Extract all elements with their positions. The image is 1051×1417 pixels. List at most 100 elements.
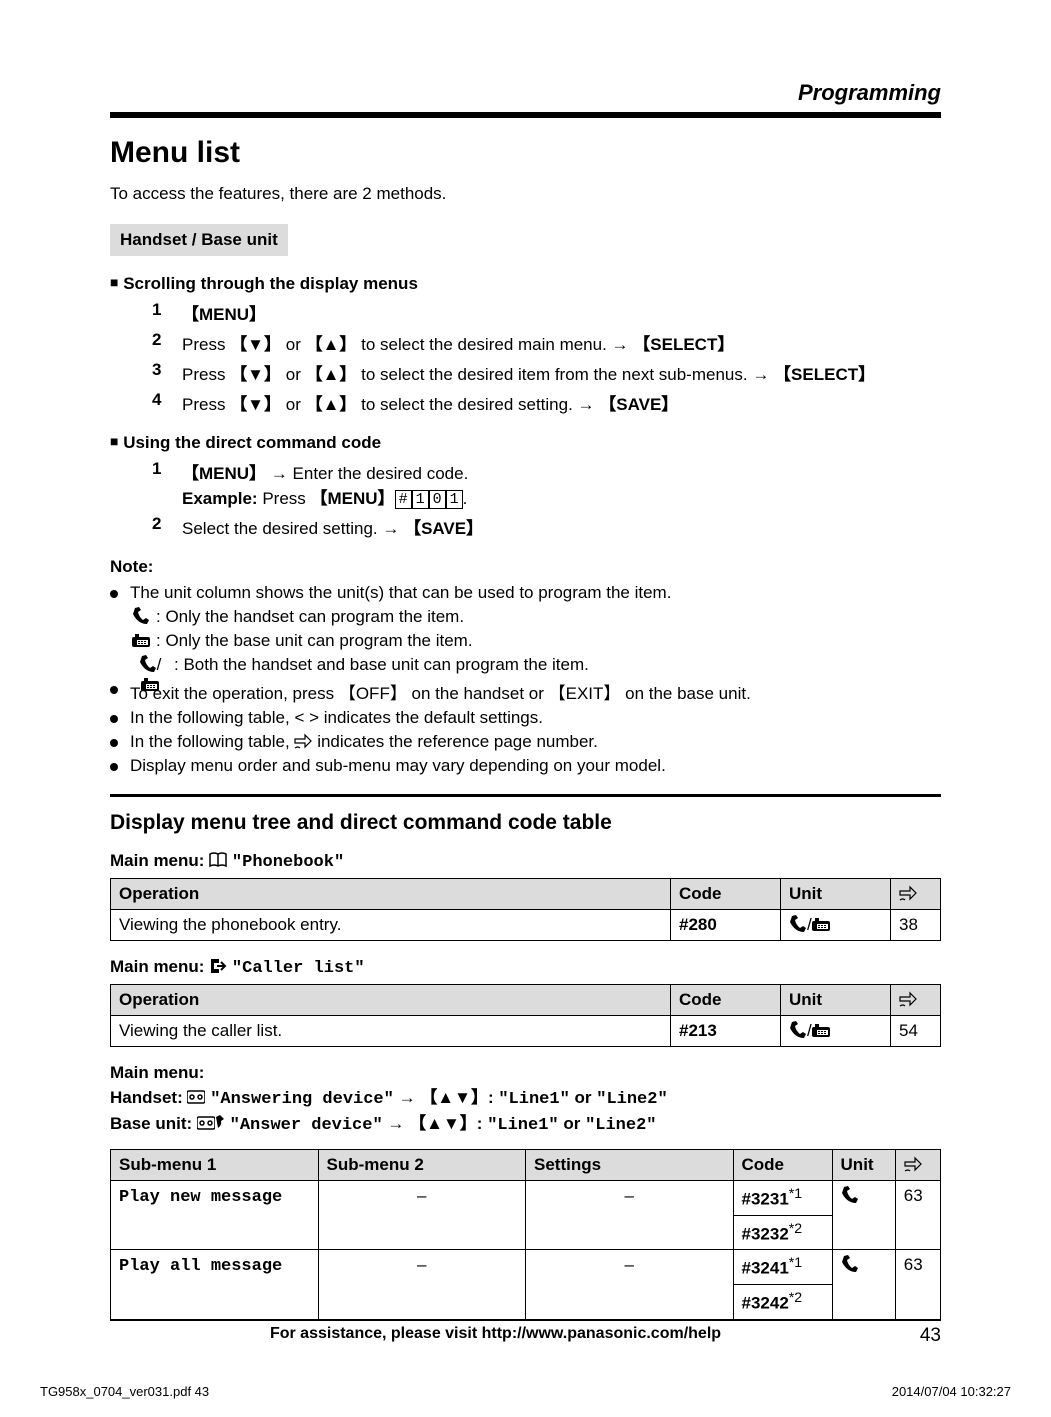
square-bullet-icon: ■ xyxy=(110,274,118,290)
th-unit: Unit xyxy=(781,879,891,910)
cell-code: #3231*1 xyxy=(733,1181,832,1216)
step-body: Press 【▼】 or 【▲】 to select the desired i… xyxy=(182,360,941,385)
base-icon xyxy=(812,915,830,933)
handset-label: Handset: xyxy=(110,1088,187,1107)
ansdev2-name: "Answer device" xyxy=(230,1116,383,1135)
step-number: 1 xyxy=(152,300,182,325)
direct-steps: 1【MENU】 → Enter the desired code.Example… xyxy=(152,459,941,539)
scrolling-head: ■ Scrolling through the display menus xyxy=(110,274,941,294)
arrow-icon: → xyxy=(387,1114,409,1133)
main-menu-label: Main menu: xyxy=(110,957,204,976)
cell-ref: 38 xyxy=(891,910,941,941)
handset-icon xyxy=(789,1021,807,1039)
cell-code: #3232*2 xyxy=(733,1215,832,1250)
sub-item: : Only the handset can program the item. xyxy=(130,607,941,627)
base-mini-icon xyxy=(215,1114,225,1132)
print-footer: TG958x_0704_ver031.pdf 43 2014/07/04 10:… xyxy=(40,1384,1011,1399)
note-text-pre: In the following table, xyxy=(130,732,294,751)
footer: For assistance, please visit http://www.… xyxy=(110,1320,941,1347)
header-rule xyxy=(110,112,941,118)
step-number: 2 xyxy=(152,330,182,355)
cell-operation: Viewing the phonebook entry. xyxy=(111,910,671,941)
cell-code: #3241*1 xyxy=(733,1250,832,1285)
step-number: 2 xyxy=(152,514,182,539)
notes-list: The unit column shows the unit(s) that c… xyxy=(110,583,941,776)
step-item: 2Press 【▼】 or 【▲】 to select the desired … xyxy=(152,330,941,355)
cell-ref: 54 xyxy=(891,1016,941,1047)
unit-box: Handset / Base unit xyxy=(110,224,288,256)
intro-text: To access the features, there are 2 meth… xyxy=(110,184,941,204)
page-title: Menu list xyxy=(110,136,941,170)
phonebook-icon xyxy=(209,851,227,869)
or-text: or xyxy=(575,1088,597,1107)
th-ref xyxy=(891,985,941,1016)
updown-key: 【▲▼】: xyxy=(409,1114,482,1133)
note-item: Display menu order and sub-menu may vary… xyxy=(110,756,941,776)
th-submenu2: Sub-menu 2 xyxy=(318,1150,526,1181)
section-title: Display menu tree and direct command cod… xyxy=(110,811,941,835)
note-item: In the following table, indicates the re… xyxy=(110,732,941,752)
point-icon xyxy=(899,884,917,902)
cell-submenu2: – xyxy=(318,1181,526,1250)
table-row: Viewing the caller list. #213 / 54 xyxy=(111,1016,941,1047)
cell-unit: / xyxy=(781,910,891,941)
scrolling-steps: 1【MENU】2Press 【▼】 or 【▲】 to select the d… xyxy=(152,300,941,415)
step-body: 【MENU】 → Enter the desired code.Example:… xyxy=(182,459,941,509)
cell-unit: / xyxy=(781,1016,891,1047)
main-menu-answering: Main menu: Handset: "Answering device" →… xyxy=(110,1063,941,1135)
step-item: 1【MENU】 → Enter the desired code.Example… xyxy=(152,459,941,509)
line1-name: "Line1" xyxy=(487,1116,558,1135)
handset-icon xyxy=(130,607,152,627)
sub-text: : Only the base unit can program the ite… xyxy=(156,631,473,650)
th-submenu1: Sub-menu 1 xyxy=(111,1150,319,1181)
cell-code: #280 xyxy=(671,910,781,941)
footer-text: For assistance, please visit http://www.… xyxy=(110,1325,881,1347)
tape-icon xyxy=(187,1088,205,1106)
sub-text: : Only the handset can program the item. xyxy=(156,607,464,626)
cell-operation: Viewing the caller list. xyxy=(111,1016,671,1047)
table-row: Viewing the phonebook entry. #280 / 38 xyxy=(111,910,941,941)
step-body: Select the desired setting. → 【SAVE】 xyxy=(182,514,941,539)
note-sublist: : Only the handset can program the item.… xyxy=(130,607,941,675)
th-operation: Operation xyxy=(111,879,671,910)
note-text-post: indicates the reference page number. xyxy=(317,732,598,751)
step-number: 1 xyxy=(152,459,182,509)
direct-head-text: Using the direct command code xyxy=(123,433,381,452)
square-bullet-icon: ■ xyxy=(110,433,118,449)
step-body: 【MENU】 xyxy=(182,300,941,325)
line2-name: "Line2" xyxy=(585,1116,656,1135)
step-item: 3Press 【▼】 or 【▲】 to select the desired … xyxy=(152,360,941,385)
caller-name: "Caller list" xyxy=(232,959,365,978)
point-icon xyxy=(899,990,917,1008)
ansdev-name: "Answering device" xyxy=(210,1090,394,1109)
th-operation: Operation xyxy=(111,985,671,1016)
table-header-row: Operation Code Unit xyxy=(111,879,941,910)
phonebook-table: Operation Code Unit Viewing the phoneboo… xyxy=(110,878,941,941)
note-text: To exit the operation, press 【OFF】 on th… xyxy=(130,684,751,703)
answering-table: Sub-menu 1 Sub-menu 2 Settings Code Unit… xyxy=(110,1149,941,1320)
section-header: Programming xyxy=(110,80,941,106)
cell-ref: 63 xyxy=(895,1250,940,1319)
direct-head: ■ Using the direct command code xyxy=(110,433,941,453)
page: Programming Menu list To access the feat… xyxy=(0,0,1051,1417)
main-menu-label: Main menu: xyxy=(110,1063,204,1082)
th-settings: Settings xyxy=(526,1150,734,1181)
step-item: 1【MENU】 xyxy=(152,300,941,325)
tape-icon xyxy=(197,1114,215,1132)
point-icon xyxy=(904,1155,922,1173)
caller-table: Operation Code Unit Viewing the caller l… xyxy=(110,984,941,1047)
cell-submenu2: – xyxy=(318,1250,526,1319)
step-number: 3 xyxy=(152,360,182,385)
step-item: 2Select the desired setting. → 【SAVE】 xyxy=(152,514,941,539)
base-icon xyxy=(812,1021,830,1039)
note-item: The unit column shows the unit(s) that c… xyxy=(110,583,941,675)
scrolling-head-text: Scrolling through the display menus xyxy=(123,274,418,293)
updown-key: 【▲▼】: xyxy=(420,1088,493,1107)
arrow-icon: → xyxy=(399,1088,421,1107)
phonebook-name: "Phonebook" xyxy=(232,853,344,872)
cell-code: #3242*2 xyxy=(733,1284,832,1319)
note-head: Note: xyxy=(110,557,941,577)
page-number: 43 xyxy=(881,1325,941,1347)
sub-item: / : Both the handset and base unit can p… xyxy=(130,655,941,675)
base-label: Base unit: xyxy=(110,1114,197,1133)
